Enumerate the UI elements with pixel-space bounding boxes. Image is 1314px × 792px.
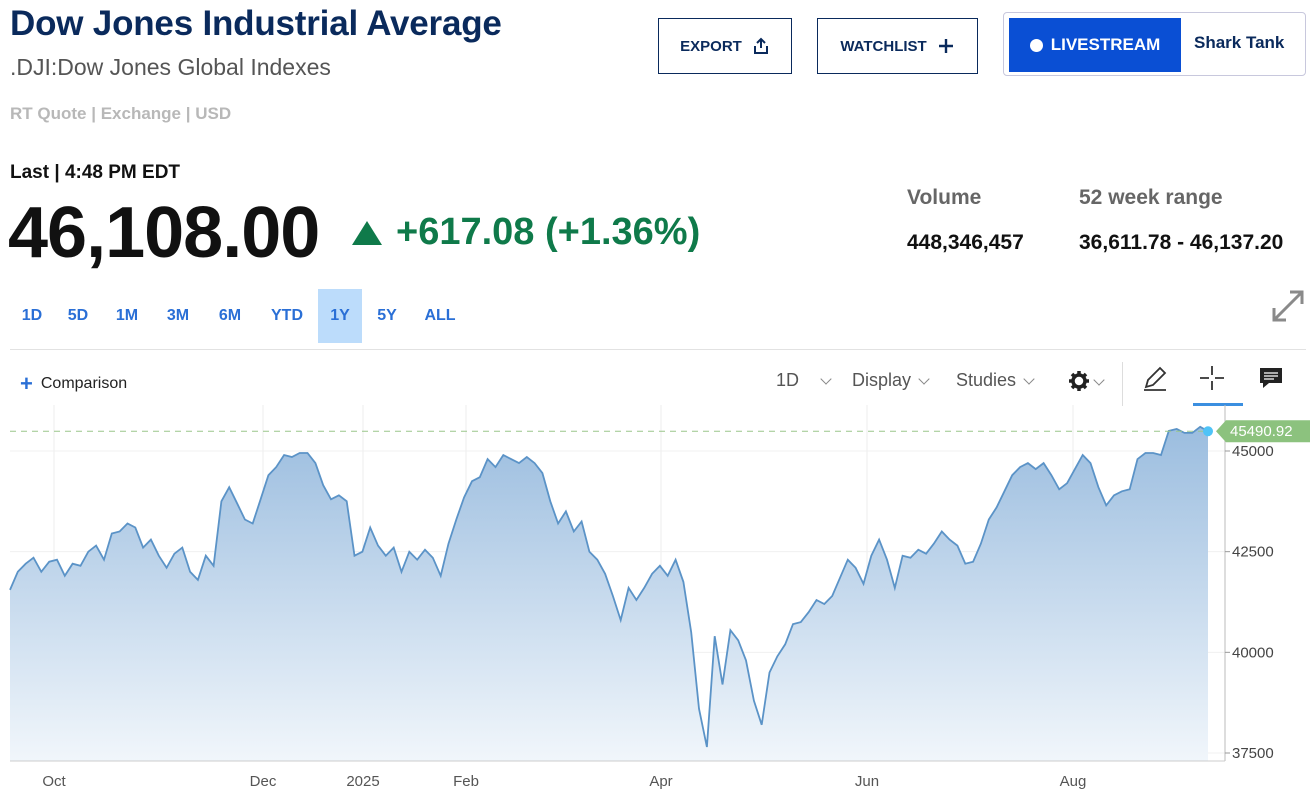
watchlist-label: WATCHLIST [840, 37, 927, 55]
livestream-label: LIVESTREAM [1050, 35, 1161, 54]
tab-6m[interactable]: 6M [218, 307, 242, 324]
y-tick-label: 45000 [1232, 443, 1274, 460]
volume-value: 448,346,457 [907, 231, 1024, 254]
interval-dropdown[interactable]: 1D [776, 370, 832, 391]
range-value: 36,611.78 - 46,137.20 [1079, 231, 1284, 254]
price-change-value: +617.08 (+1.36%) [396, 211, 701, 253]
toolbar-separator [1122, 362, 1123, 406]
range-label: 52 week range [1079, 186, 1223, 209]
y-tick-label: 42500 [1232, 544, 1274, 561]
chevron-down-icon [820, 373, 832, 385]
tab-1y[interactable]: 1Y [318, 289, 362, 343]
display-label: Display [852, 370, 912, 390]
expand-icon[interactable] [1270, 288, 1306, 324]
y-tick-label: 37500 [1232, 745, 1274, 762]
pencil-icon[interactable] [1141, 364, 1169, 392]
crosshair-icon[interactable] [1198, 364, 1226, 392]
reference-label: 45490.92 [1216, 420, 1310, 443]
studies-label: Studies [956, 370, 1017, 390]
shark-tank-link[interactable]: Shark Tank [1194, 33, 1285, 52]
interval-label: 1D [776, 370, 800, 390]
comment-icon[interactable] [1257, 364, 1285, 392]
livestream-widget: LIVESTREAM Shark Tank [1003, 12, 1306, 76]
gear-icon [1069, 371, 1089, 391]
comparison-label: Comparison [40, 375, 128, 392]
livestream-button[interactable]: LIVESTREAM [1009, 18, 1181, 72]
last-price: 46,108.00 [8, 193, 320, 273]
crosshair-active-indicator [1193, 403, 1243, 406]
comparison-button[interactable]: + Comparison [20, 371, 128, 396]
tab-all[interactable]: ALL [424, 307, 456, 324]
chevron-down-icon [918, 373, 930, 385]
tab-3m[interactable]: 3M [166, 307, 190, 324]
x-tick-label: Oct [42, 773, 66, 790]
quote-source: RT Quote | Exchange | USD [10, 104, 232, 123]
x-tick-label: Dec [250, 773, 277, 790]
chevron-down-icon [1093, 373, 1105, 386]
reference-label-text: 45490.92 [1230, 423, 1293, 440]
price-area [10, 426, 1208, 761]
export-label: EXPORT [680, 37, 742, 55]
live-dot-icon [1029, 38, 1043, 52]
watchlist-button[interactable]: WATCHLIST [817, 18, 978, 74]
share-icon [753, 37, 768, 54]
x-tick-label: Aug [1060, 773, 1087, 790]
export-button[interactable]: EXPORT [658, 18, 792, 74]
tab-1d[interactable]: 1D [21, 307, 43, 324]
plus-icon: + [20, 371, 33, 396]
divider [10, 349, 1306, 350]
display-dropdown[interactable]: Display [852, 370, 930, 391]
page-subtitle: .DJI:Dow Jones Global Indexes [10, 54, 331, 80]
x-tick-label: Apr [649, 773, 672, 790]
page-title: Dow Jones Industrial Average [10, 4, 502, 43]
price-change: +617.08 (+1.36%) [352, 211, 700, 254]
x-tick-label: Jun [855, 773, 879, 790]
studies-dropdown[interactable]: Studies [956, 370, 1035, 391]
tab-ytd[interactable]: YTD [271, 307, 303, 324]
x-tick-label: Feb [453, 773, 479, 790]
range-tabs: 1D 5D 1M 3M 6M YTD 1Y 5Y ALL [10, 289, 468, 343]
tab-1m[interactable]: 1M [115, 307, 139, 324]
chevron-down-icon [1023, 373, 1035, 385]
price-chart[interactable]: 37500 40000 42500 45000 Oct Dec 2025 Feb Apr Jun… [0, 405, 1314, 792]
plus-icon [938, 39, 953, 53]
last-trade-time: Last | 4:48 PM EDT [10, 162, 181, 183]
volume-label: Volume [907, 186, 982, 209]
last-point-marker [1203, 426, 1213, 437]
tab-5d[interactable]: 5D [67, 307, 89, 324]
tab-5y[interactable]: 5Y [377, 307, 397, 324]
settings-dropdown[interactable] [1068, 370, 1105, 392]
x-tick-label: 2025 [346, 773, 379, 790]
price-line [9, 425, 1209, 748]
up-arrow-icon [352, 220, 382, 245]
y-tick-label: 40000 [1232, 644, 1274, 661]
